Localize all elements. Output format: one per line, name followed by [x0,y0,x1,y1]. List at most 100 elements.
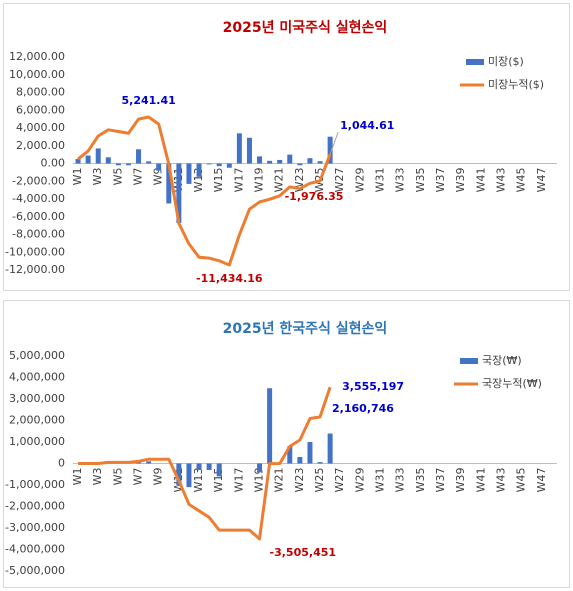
bar [236,133,242,164]
x-tick-label: W5 [111,467,124,485]
bar [176,163,182,223]
x-tick-label: W15 [212,168,225,193]
bar [246,137,252,164]
x-tick-label: W27 [333,468,346,493]
bar [166,163,172,204]
y-tick-label: 10,000.00 [9,68,65,81]
bar [125,163,131,166]
x-tick-label: W37 [434,468,447,493]
bar [216,163,222,167]
x-tick-label: W35 [414,468,427,493]
x-tick-label: W23 [293,468,306,493]
x-tick-label: W31 [374,468,387,493]
x-tick-label: W1 [71,468,84,486]
y-tick-label: -2,000.00 [12,174,65,187]
y-tick-label: 4,000.00 [16,121,65,134]
x-tick-label: W47 [535,168,548,193]
bar [267,160,273,164]
x-tick-label: W47 [535,468,548,493]
x-tick-label: W1 [71,168,84,186]
x-tick-label: W21 [273,168,286,193]
data-label: 1,044.61 [340,119,394,132]
x-tick-label: W45 [515,168,528,193]
x-tick-label: W41 [474,468,487,493]
legend-label: 국장(₩) [482,354,522,367]
chart-title: 2025년 미국주식 실현손익 [223,19,388,36]
y-tick-label: -2,000,000 [5,500,65,513]
bar [206,163,212,165]
x-tick-label: W29 [353,468,366,493]
y-tick-label: 6,000.00 [16,103,65,116]
y-tick-label: -10,000.00 [5,245,65,258]
bar [136,149,142,164]
x-tick-label: W27 [333,168,346,193]
x-tick-label: W33 [394,168,407,193]
bar [156,163,162,171]
bar [186,163,192,184]
y-tick-label: 12,000.00 [9,50,65,63]
data-label: 3,555,197 [342,380,404,393]
bar [136,462,142,464]
y-tick-label: 1,000,000 [9,435,65,448]
x-tick-label: W43 [495,167,508,192]
legend-label: 미장($) [488,55,524,68]
y-tick-label: -12,000.00 [5,263,65,276]
bar [327,136,333,164]
bar [105,157,111,164]
x-tick-label: W21 [273,468,286,493]
data-label: 5,241.41 [121,94,175,107]
x-tick-label: W13 [192,168,205,193]
y-tick-label: 8,000.00 [16,86,65,99]
chart-title: 2025년 한국주식 실현손익 [223,320,388,337]
bar [196,163,202,177]
y-tick-label: 4,000,000 [9,371,65,384]
y-tick-label: -4,000,000 [5,543,65,556]
legend-swatch [460,358,478,364]
y-tick-label: 2,000,000 [9,414,65,427]
x-tick-label: W13 [192,468,205,493]
bar [317,161,323,164]
bar [95,148,101,164]
x-tick-label: W41 [474,168,487,193]
x-tick-label: W17 [232,468,245,493]
legend-label: 국장누적(₩) [482,377,542,390]
bar [307,158,313,164]
bar [176,463,182,485]
chart-frame [3,300,570,588]
bar [297,163,303,166]
bar [196,463,202,470]
bar [146,461,152,464]
x-tick-label: W31 [374,168,387,193]
x-tick-label: W7 [132,467,145,485]
x-tick-label: W9 [152,167,165,185]
y-tick-label: -5,000,000 [5,564,65,577]
x-tick-label: W43 [495,467,508,492]
y-tick-label: -6,000.00 [12,210,65,223]
bar [75,159,81,164]
bar [257,156,263,164]
x-tick-label: W17 [232,168,245,193]
data-label: -11,434.16 [196,272,263,285]
bar [327,433,333,464]
x-tick-label: W19 [253,168,266,193]
bar [257,463,263,473]
data-label: -3,505,451 [270,546,337,559]
y-tick-label: -4,000.00 [12,192,65,205]
y-tick-label: -3,000,000 [5,521,65,534]
bar [307,442,313,464]
x-tick-label: W15 [212,468,225,493]
x-tick-label: W25 [313,468,326,493]
x-tick-label: W5 [111,167,124,185]
bar [267,388,273,464]
line [78,386,332,541]
y-tick-label: -8,000.00 [12,228,65,241]
bar [226,163,232,168]
y-tick-label: 2,000.00 [16,139,65,152]
y-tick-label: 0.00 [41,157,66,170]
line [77,115,332,267]
leader-line [329,132,339,155]
x-tick-label: W33 [394,468,407,493]
x-tick-label: W39 [454,468,467,493]
legend-swatch [466,59,484,65]
x-tick-label: W35 [414,168,427,193]
